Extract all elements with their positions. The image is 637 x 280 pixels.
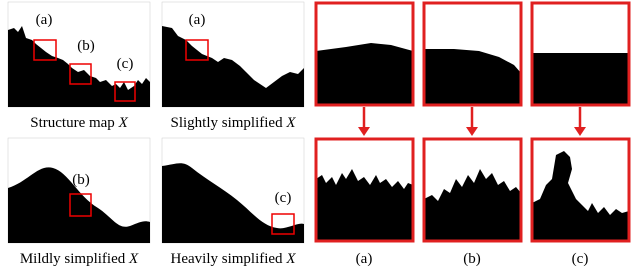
arrow xyxy=(358,107,586,136)
caption: Heavily simplified X xyxy=(171,251,297,267)
panel: (c) xyxy=(162,138,304,243)
panel: (a) xyxy=(162,2,304,107)
crop-original xyxy=(316,3,413,105)
crop-label: (b) xyxy=(463,251,481,267)
figure: (a) (b) (c) Structure map X (a) Slightly… xyxy=(0,0,637,275)
crop-simplified xyxy=(316,139,413,241)
marker-label: (b) xyxy=(77,38,95,54)
crop-label: (a) xyxy=(356,251,373,267)
crop-simplified xyxy=(424,139,521,241)
panel: (b) xyxy=(8,138,150,243)
caption: Structure map X xyxy=(30,115,128,131)
crop-simplified xyxy=(532,139,629,241)
marker-label: (b) xyxy=(72,172,90,188)
marker-label: (a) xyxy=(189,12,206,28)
marker-label: (c) xyxy=(275,190,292,206)
marker-label: (c) xyxy=(117,56,134,72)
caption: Mildly simplified X xyxy=(20,251,139,267)
crop-original xyxy=(424,3,521,105)
crop-label: (c) xyxy=(572,251,589,267)
panel: (a) (b) (c) xyxy=(8,2,150,107)
marker-label: (a) xyxy=(36,12,53,28)
caption: Slightly simplified X xyxy=(170,115,296,131)
crop-original xyxy=(532,3,629,105)
